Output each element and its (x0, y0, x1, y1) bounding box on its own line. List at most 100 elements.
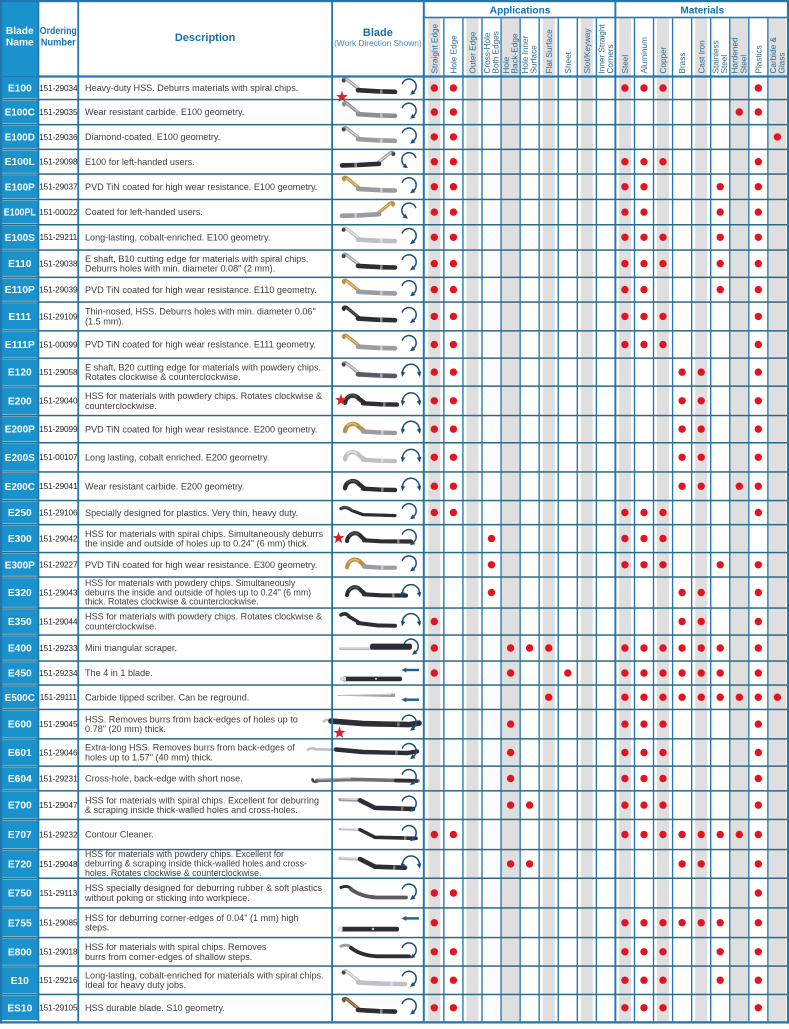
svg-text:151-29037: 151-29037 (39, 183, 78, 192)
svg-text:Contour Cleaner.: Contour Cleaner. (85, 830, 154, 840)
svg-text:151-29234: 151-29234 (39, 669, 78, 678)
svg-text:151-29111: 151-29111 (40, 693, 78, 702)
svg-text:Heavy-duty HSS. Deburrs materi: Heavy-duty HSS. Deburrs materials with s… (85, 83, 298, 93)
svg-text:E shaft, B20 cutting edge for: E shaft, B20 cutting edge for materials … (85, 362, 321, 372)
svg-text:151-29047: 151-29047 (39, 801, 78, 810)
svg-text:Surface: Surface (530, 45, 539, 74)
svg-text:151-29038: 151-29038 (39, 260, 78, 269)
svg-text:E755: E755 (8, 918, 32, 929)
svg-text:E450: E450 (8, 669, 32, 680)
svg-text:HSS for materials with spiral: HSS for materials with spiral chips. Rem… (85, 942, 267, 952)
svg-text:Corners: Corners (606, 44, 615, 73)
svg-text:Coated for left-handed users.: Coated for left-handed users. (85, 207, 203, 217)
svg-text:ES10: ES10 (7, 1003, 32, 1014)
svg-text:PVD TiN coated for high wear r: PVD TiN coated for high wear resistance.… (85, 560, 317, 570)
svg-text:151-29048: 151-29048 (39, 860, 78, 869)
svg-text:E111: E111 (8, 312, 31, 323)
svg-text:E200C: E200C (5, 482, 36, 493)
svg-text:151-00099: 151-00099 (39, 340, 78, 349)
svg-text:E200P: E200P (5, 425, 35, 436)
svg-text:151-29105: 151-29105 (39, 1004, 78, 1013)
svg-text:PVD TiN coated for high wear r: PVD TiN coated for high wear resistance.… (85, 340, 316, 350)
svg-text:151-00022: 151-00022 (39, 208, 78, 217)
svg-text:151-29018: 151-29018 (39, 948, 78, 957)
svg-text:E250: E250 (8, 508, 32, 519)
svg-text:151-29109: 151-29109 (39, 312, 78, 321)
svg-text:Long lasting, cobalt enriched.: Long lasting, cobalt enriched. E200 geom… (85, 453, 269, 463)
svg-text:151-29039: 151-29039 (39, 286, 78, 295)
svg-text:E111P: E111P (5, 340, 35, 351)
svg-text:HSS for deburring corner-edges: HSS for deburring corner-edges of 0.04" … (85, 913, 299, 923)
svg-text:PVD TiN coated for high wear r: PVD TiN coated for high wear resistance.… (85, 182, 317, 192)
svg-text:E100: E100 (8, 84, 32, 95)
svg-text:Deburrs holes with min. diamet: Deburrs holes with min. diameter 0.08" (… (85, 264, 275, 274)
svg-text:Long-lasting, cobalt-enriched: Long-lasting, cobalt-enriched for materi… (85, 970, 324, 980)
svg-text:Outer Edge: Outer Edge (469, 31, 478, 73)
svg-text:E604: E604 (8, 774, 32, 785)
svg-text:E10: E10 (11, 976, 29, 987)
svg-text:E100P: E100P (5, 182, 35, 193)
svg-text:HSS specially designed for deb: HSS specially designed for deburring rub… (85, 883, 323, 893)
svg-text:E320: E320 (8, 588, 32, 599)
svg-text:Both Edges: Both Edges (492, 31, 501, 73)
svg-text:0.78" (20 mm) thick.: 0.78" (20 mm) thick. (85, 724, 166, 734)
svg-text:151-29231: 151-29231 (39, 774, 78, 783)
svg-text:Steel: Steel (739, 55, 748, 74)
svg-text:HSS. Removes burrs from back-e: HSS. Removes burrs from back-edges of ho… (85, 714, 298, 724)
svg-text:E shaft, B10 cutting edge for: E shaft, B10 cutting edge for materials … (85, 254, 308, 264)
svg-text:HSS durable blade. S10 geometr: HSS durable blade. S10 geometry. (85, 1003, 225, 1013)
svg-text:151-29043: 151-29043 (39, 588, 78, 597)
svg-text:E700: E700 (8, 801, 32, 812)
svg-text:The 4 in 1 blade.: The 4 in 1 blade. (85, 668, 153, 678)
svg-text:counterclockwise.: counterclockwise. (85, 622, 157, 632)
svg-text:Cast Iron: Cast Iron (697, 40, 706, 74)
svg-text:HSS for materials with powdery: HSS for materials with powdery chips. Ro… (85, 391, 322, 401)
svg-text:Hole Edge: Hole Edge (450, 35, 459, 74)
svg-text:151-29044: 151-29044 (39, 617, 78, 626)
svg-text:Applications: Applications (490, 6, 551, 17)
svg-text:151-29058: 151-29058 (39, 368, 78, 377)
svg-text:E100L: E100L (5, 157, 35, 168)
svg-text:without poking or sticking int: without poking or sticking into workpiec… (84, 893, 250, 903)
svg-text:151-29216: 151-29216 (39, 976, 78, 985)
svg-text:Flat Surface: Flat Surface (545, 29, 554, 74)
svg-text:151-29227: 151-29227 (39, 561, 78, 570)
svg-text:E300P: E300P (5, 560, 35, 571)
svg-text:E200S: E200S (5, 453, 35, 464)
svg-text:151-29041: 151-29041 (39, 482, 78, 491)
svg-text:151-29040: 151-29040 (39, 397, 78, 406)
svg-text:E100S: E100S (5, 233, 35, 244)
svg-text:PVD TiN coated for high wear r: PVD TiN coated for high wear resistance.… (85, 424, 317, 434)
svg-text:151-29099: 151-29099 (39, 425, 78, 434)
svg-text:Rotates clockwise & counterclo: Rotates clockwise & counterclockwise. (85, 372, 241, 382)
svg-text:Number: Number (41, 38, 76, 49)
svg-text:Glass: Glass (777, 53, 786, 74)
svg-text:151-29211: 151-29211 (39, 233, 77, 242)
svg-text:Name: Name (6, 38, 34, 49)
svg-text:E600: E600 (8, 720, 32, 731)
svg-text:Wear resistant carbide. E100 g: Wear resistant carbide. E100 geometry. (85, 107, 244, 117)
svg-text:counterclockwise.: counterclockwise. (85, 401, 157, 411)
svg-text:Diamond-coated. E100 geometry.: Diamond-coated. E100 geometry. (85, 132, 220, 142)
svg-text:151-29232: 151-29232 (39, 830, 78, 839)
svg-text:151-29045: 151-29045 (39, 720, 78, 729)
svg-text:151-29042: 151-29042 (39, 534, 78, 543)
svg-text:E100D: E100D (5, 133, 35, 144)
svg-text:151-29233: 151-29233 (39, 644, 78, 653)
svg-text:E800: E800 (8, 947, 32, 958)
svg-text:the inside and outside of hole: the inside and outside of holes up to 0.… (85, 539, 309, 549)
svg-text:HSS for materials with spiral: HSS for materials with spiral chips. Sim… (85, 529, 323, 539)
svg-text:Slot/Keyway: Slot/Keyway (583, 28, 592, 74)
svg-text:PVD TiN coated for high wear r: PVD TiN coated for high wear resistance.… (85, 285, 317, 295)
svg-text:Long-lasting, cobalt-enriched.: Long-lasting, cobalt-enriched. E100 geom… (85, 233, 270, 243)
svg-text:151-29046: 151-29046 (39, 748, 78, 757)
svg-text:steps.: steps. (85, 923, 109, 933)
svg-text:& scraping inside thick-walled: & scraping inside thick-walled holes and… (85, 805, 298, 815)
svg-text:151-29098: 151-29098 (39, 158, 78, 167)
svg-text:holes up to 1.57" (40 mm) thic: holes up to 1.57" (40 mm) thick. (85, 753, 213, 763)
svg-text:(Work Direction Shown): (Work Direction Shown) (334, 38, 422, 48)
svg-text:Back-Edge: Back-Edge (511, 33, 520, 73)
svg-text:Straight Edge: Straight Edge (430, 23, 439, 73)
svg-text:151-29034: 151-29034 (39, 84, 78, 93)
svg-text:E110: E110 (8, 259, 32, 270)
